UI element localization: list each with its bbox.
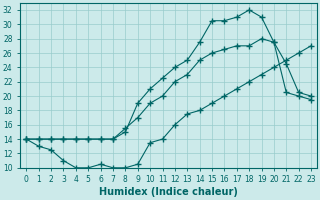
X-axis label: Humidex (Indice chaleur): Humidex (Indice chaleur) [99,187,238,197]
